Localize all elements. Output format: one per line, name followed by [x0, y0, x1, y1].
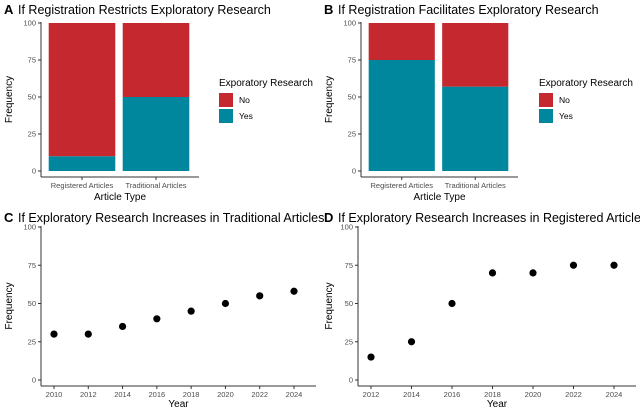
chart-d-point [448, 299, 456, 308]
chart-c-title: If Exploratory Research Increases in Tra… [18, 211, 324, 225]
chart-a-legend-label-no: No [239, 95, 250, 105]
chart-b-title: If Registration Facilitates Exploratory … [338, 3, 599, 17]
chart-c-y-tick-label: 75 [28, 261, 36, 270]
chart-d-point [367, 353, 375, 361]
chart-d-y-axis-title: Frequency [324, 282, 335, 329]
chart-a-legend-swatch-no [219, 93, 233, 107]
chart-a-y-tick-label: 25 [28, 130, 36, 139]
chart-a-x-axis-title: Article Type [94, 192, 146, 203]
chart-b-bar-yes-1 [368, 60, 435, 171]
chart-c-x-tick-label: 2024 [286, 390, 303, 399]
chart-d-x-tick-label: 2024 [606, 390, 623, 399]
chart-a-panel: A If Registration Restricts Exploratory R… [4, 2, 313, 203]
chart-c-x-tick-label: 2022 [251, 390, 268, 399]
chart-c-point [290, 287, 298, 295]
chart-b-panel-letter: B [324, 2, 333, 17]
chart-c-x-tick-label: 2016 [149, 390, 166, 399]
chart-c-x-axis-title: Year [168, 399, 189, 410]
chart-d-y-tick-label: 100 [340, 223, 353, 232]
chart-c-point [50, 330, 58, 338]
chart-c-y-tick-label: 100 [23, 223, 36, 232]
chart-d-x-tick-label: 2012 [363, 390, 380, 399]
chart-b-y-tick-label: 75 [348, 56, 356, 65]
chart-b-legend-label-no: No [559, 95, 570, 105]
chart-b-x-tick-label: Registered Articles [370, 181, 433, 190]
chart-c-point [118, 322, 127, 331]
chart-a-y-tick-label: 50 [28, 93, 36, 102]
chart-a-bar-yes-1 [48, 156, 116, 171]
chart-d-point [610, 261, 618, 269]
chart-c-panel: C If Exploratory Research Increases in Tr… [4, 210, 324, 410]
chart-d-y-tick-label: 50 [345, 299, 353, 308]
chart-c-y-tick-label: 25 [28, 337, 36, 346]
chart-b-y-tick-label: 25 [348, 130, 356, 139]
chart-d-y-tick-label: 25 [345, 337, 353, 346]
chart-d-point [488, 269, 497, 277]
chart-c-x-tick-label: 2014 [114, 390, 131, 399]
chart-a-x-tick-label: Registered Articles [51, 181, 114, 190]
chart-d-x-tick-label: 2016 [444, 390, 461, 399]
chart-a-legend: Exporatory Research No Yes [219, 78, 313, 123]
chart-a-y-tick-label: 100 [23, 19, 36, 28]
chart-a-bar-no-1 [48, 23, 116, 157]
chart-c-y-axis-title: Frequency [4, 282, 15, 329]
chart-c-x-tick-label: 2020 [217, 390, 234, 399]
chart-c-y-tick-label: 0 [32, 376, 36, 385]
chart-c-x-tick-label: 2010 [46, 390, 63, 399]
chart-b-x-tick-label: Traditional Articles [445, 181, 506, 190]
chart-c-y-tick-label: 50 [28, 299, 36, 308]
chart-a-bar-no-2 [122, 23, 190, 97]
chart-a-legend-title: Exporatory Research [219, 78, 313, 89]
chart-a-y-tick-label: 0 [32, 167, 36, 176]
chart-d-x-axis-title: Year [487, 399, 508, 410]
chart-a-bar-yes-2 [122, 97, 190, 171]
chart-a-legend-swatch-yes [219, 109, 233, 123]
chart-b-legend-title: Exporatory Research [539, 78, 633, 89]
chart-d-point [569, 261, 578, 269]
chart-d-panel-letter: D [324, 210, 333, 225]
chart-b-bar-no-2 [442, 23, 509, 87]
chart-d-point [407, 338, 416, 346]
chart-b-bar-yes-2 [442, 86, 509, 171]
chart-b-legend-swatch-yes [539, 109, 553, 123]
chart-d-panel: D If Exploratory Research Increases in Re… [324, 210, 640, 410]
chart-c-point [256, 292, 264, 300]
chart-b-y-tick-label: 50 [348, 93, 356, 102]
chart-d-y-tick-label: 0 [349, 376, 353, 385]
chart-d-x-tick-label: 2022 [565, 390, 582, 399]
chart-b-bar-no-1 [368, 23, 435, 60]
chart-b-legend-label-yes: Yes [559, 111, 573, 121]
chart-c-x-tick-label: 2018 [183, 390, 200, 399]
chart-a-panel-letter: A [4, 2, 14, 17]
chart-c-point [84, 330, 92, 338]
chart-d-x-tick-label: 2014 [403, 390, 420, 399]
chart-c-panel-letter: C [4, 210, 14, 225]
chart-b-y-tick-label: 0 [352, 167, 356, 176]
chart-d-x-tick-label: 2020 [525, 390, 542, 399]
chart-b-panel: B If Registration Facilitates Exploratory… [324, 2, 633, 203]
chart-c-x-tick-label: 2012 [80, 390, 97, 399]
chart-d-point [529, 269, 537, 277]
chart-a-title: If Registration Restricts Exploratory Re… [18, 3, 271, 17]
chart-b-legend: Exporatory Research No Yes [539, 78, 633, 123]
chart-c-point [187, 307, 195, 315]
chart-a-y-axis-title: Frequency [4, 76, 15, 123]
chart-b-x-axis-title: Article Type [413, 192, 465, 203]
chart-a-y-tick-label: 75 [28, 56, 36, 65]
chart-c-point [221, 299, 230, 308]
chart-d-y-tick-label: 75 [345, 261, 353, 270]
chart-b-y-axis-title: Frequency [324, 76, 335, 123]
chart-a-x-tick-label: Traditional Articles [126, 181, 187, 190]
chart-b-legend-swatch-no [539, 93, 553, 107]
chart-d-title: If Exploratory Research Increases in Reg… [338, 211, 640, 225]
chart-c-point [153, 315, 161, 323]
chart-b-y-tick-label: 100 [343, 19, 356, 28]
chart-d-x-tick-label: 2018 [484, 390, 501, 399]
chart-a-legend-label-yes: Yes [239, 111, 253, 121]
